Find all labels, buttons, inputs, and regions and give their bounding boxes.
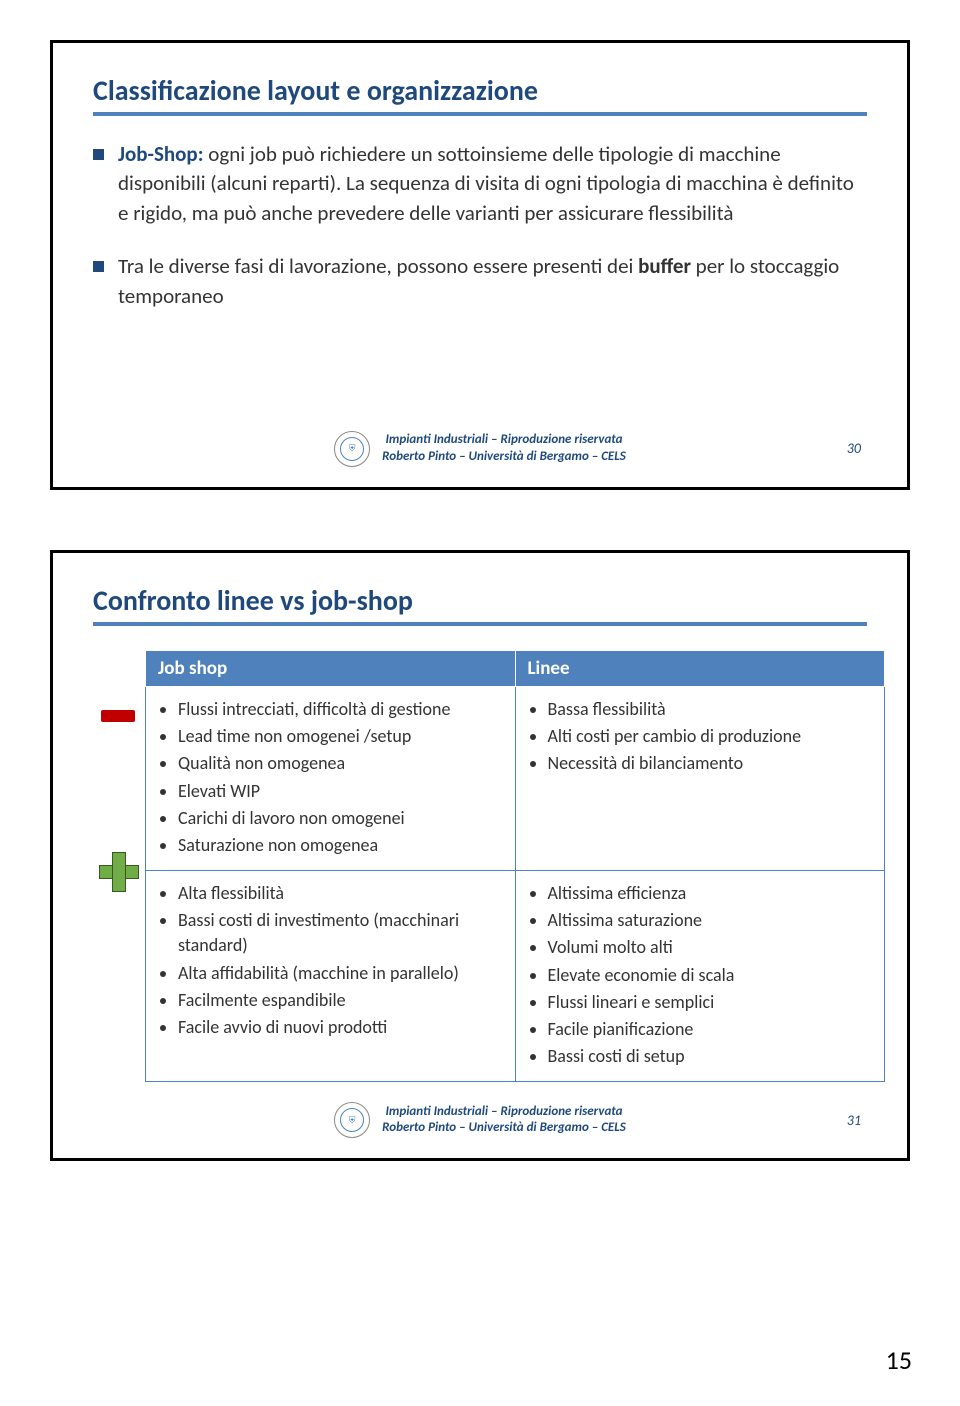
list-item: Bassa flessibilità [548,697,871,722]
title-underline [93,622,867,626]
list-item: Alta flessibilità [178,881,501,906]
footer-line2: Roberto Pinto – Università di Bergamo – … [382,449,626,466]
table-row-positives: Alta flessibilitàBassi costi di investim… [146,871,885,1082]
list-item: Flussi lineari e semplici [548,990,871,1015]
list-item: Saturazione non omogenea [178,833,501,858]
list-item: Altissima saturazione [548,908,871,933]
list-item: Elevate economie di scala [548,963,871,988]
title-underline [93,112,867,116]
footer-line2: Roberto Pinto – Università di Bergamo – … [382,1120,626,1137]
university-logo-icon: ⛨ [334,1102,370,1138]
list-item: Alti costi per cambio di produzione [548,724,871,749]
table-header-row: Job shop Linee [146,650,885,686]
list-item: Volumi molto alti [548,935,871,960]
footer-line1: Impianti Industriali – Riproduzione rise… [382,1104,626,1121]
slide1-title: Classificazione layout e organizzazione [93,73,867,108]
minus-icon [101,710,135,722]
side-icons [99,710,137,890]
bullet2-bold: buffer [638,253,691,279]
list-item: Necessità di bilanciamento [548,751,871,776]
bullet-square-icon [93,149,104,160]
bullet-1-text: Job-Shop: ogni job può richiedere un sot… [118,140,867,228]
list-item: Flussi intrecciati, difficoltà di gestio… [178,697,501,722]
list-item: Facile pianificazione [548,1017,871,1042]
slide-2: Confronto linee vs job-shop Job shop Lin… [50,550,910,1161]
slide-footer: ⛨ Impianti Industriali – Riproduzione ri… [93,1102,867,1138]
bullet-2-text: Tra le diverse fasi di lavorazione, poss… [118,252,867,311]
footer-text: Impianti Industriali – Riproduzione rise… [382,1104,626,1138]
bullet1-prefix: Job-Shop: [118,141,204,167]
list-item: Bassi costi di setup [548,1044,871,1069]
slide-1: Classificazione layout e organizzazione … [50,40,910,490]
comparison-table: Job shop Linee Flussi intrecciati, diffi… [145,650,885,1082]
footer-line1: Impianti Industriali – Riproduzione rise… [382,432,626,449]
header-linee: Linee [515,650,885,686]
list-item: Facilmente espandibile [178,988,501,1013]
document-page-number: 15 [886,1344,912,1376]
university-logo-icon: ⛨ [334,431,370,467]
list-neg-left: Flussi intrecciati, difficoltà di gestio… [160,697,501,858]
list-item: Alta affidabilità (macchine in parallelo… [178,961,501,986]
footer-text: Impianti Industriali – Riproduzione rise… [382,432,626,466]
list-item: Lead time non omogenei /setup [178,724,501,749]
bullet2-pre: Tra le diverse fasi di lavorazione, poss… [118,253,638,279]
list-item: Bassi costi di investimento (macchinari … [178,908,501,958]
list-item: Elevati WIP [178,779,501,804]
list-item: Facile avvio di nuovi prodotti [178,1015,501,1040]
slide2-title: Confronto linee vs job-shop [93,583,867,618]
list-pos-right: Altissima efficienzaAltissima saturazion… [530,881,871,1069]
list-item: Carichi di lavoro non omogenei [178,806,501,831]
bullet-square-icon [93,261,104,272]
cell-pos-right: Altissima efficienzaAltissima saturazion… [515,871,885,1082]
bullet-1: Job-Shop: ogni job può richiedere un sot… [93,140,867,228]
cell-neg-right: Bassa flessibilitàAlti costi per cambio … [515,686,885,870]
list-item: Altissima efficienza [548,881,871,906]
list-item: Qualità non omogenea [178,751,501,776]
bullet-2: Tra le diverse fasi di lavorazione, poss… [93,252,867,311]
cell-pos-left: Alta flessibilitàBassi costi di investim… [146,871,516,1082]
slide2-page-number: 31 [847,1112,861,1129]
slide-footer: ⛨ Impianti Industriali – Riproduzione ri… [93,431,867,467]
bullet1-body: ogni job può richiedere un sottoinsieme … [118,141,854,226]
header-job-shop: Job shop [146,650,516,686]
slide1-page-number: 30 [847,440,861,457]
plus-icon [99,852,137,890]
list-pos-left: Alta flessibilitàBassi costi di investim… [160,881,501,1040]
table-row-negatives: Flussi intrecciati, difficoltà di gestio… [146,686,885,870]
cell-neg-left: Flussi intrecciati, difficoltà di gestio… [146,686,516,870]
comparison-table-wrap: Job shop Linee Flussi intrecciati, diffi… [93,650,867,1082]
list-neg-right: Bassa flessibilitàAlti costi per cambio … [530,697,871,777]
